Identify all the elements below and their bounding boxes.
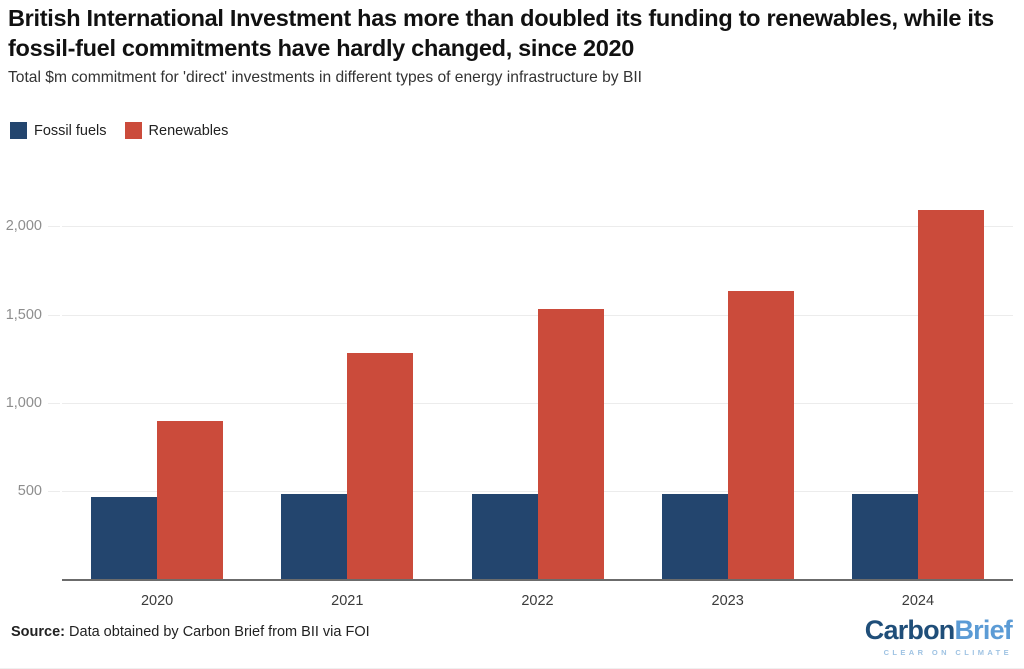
source-label: Source:	[11, 624, 65, 640]
bar-fossil-fuels-2023[interactable]	[661, 493, 728, 579]
y-axis-tick	[48, 490, 60, 492]
bar-renewables-2020[interactable]	[157, 420, 224, 579]
bar-renewables-2023[interactable]	[727, 290, 794, 579]
logo-brief-text: Brief	[954, 615, 1012, 645]
page-title: British International Investment has mor…	[8, 5, 994, 61]
chart-header: British International Investment has mor…	[8, 4, 1018, 87]
y-axis-tick	[48, 402, 60, 404]
bar-renewables-2024[interactable]	[917, 210, 984, 579]
x-axis-line	[62, 579, 1013, 581]
bar-fossil-fuels-2022[interactable]	[471, 493, 538, 579]
source-note: Source: Data obtained by Carbon Brief fr…	[11, 624, 370, 640]
chart-subtitle: Total $m commitment for 'direct' investm…	[8, 68, 643, 86]
legend-swatch-icon	[124, 122, 142, 139]
x-axis-label: 2024	[901, 593, 935, 609]
bar-fossil-fuels-2021[interactable]	[281, 493, 348, 579]
gridline	[62, 226, 1013, 228]
x-axis-label: 2023	[711, 593, 744, 609]
chart-footer: Source: Data obtained by Carbon Brief fr…	[0, 612, 1024, 669]
y-axis-label: 500	[17, 482, 42, 499]
bar-renewables-2021[interactable]	[347, 352, 414, 579]
y-axis-tick	[48, 314, 60, 316]
logo-tagline: CLEAR ON CLIMATE	[883, 648, 1012, 657]
chart-legend: Fossil fuels Renewables	[10, 122, 228, 139]
chart-area: 500 1,000 1,500 2,000 2020 2021 2022 2023 2024	[0, 160, 1024, 610]
carbonbrief-logo: CarbonBrief CLEAR ON CLIMATE	[864, 615, 1013, 658]
bar-fossil-fuels-2024[interactable]	[851, 493, 918, 579]
y-axis-tick	[48, 226, 60, 228]
bar-fossil-fuels-2020[interactable]	[91, 496, 158, 579]
legend-swatch-icon	[10, 122, 27, 139]
y-axis-label: 1,000	[5, 394, 42, 411]
x-axis-label: 2021	[331, 593, 364, 609]
y-axis-label: 2,000	[5, 218, 42, 235]
y-axis-label: 1,500	[5, 306, 42, 323]
x-axis-label: 2022	[521, 593, 554, 609]
legend-item[interactable]: Renewables	[124, 122, 229, 139]
legend-item[interactable]: Fossil fuels	[10, 122, 107, 139]
bar-renewables-2022[interactable]	[537, 308, 604, 579]
plot-area: 500 1,000 1,500 2,000 2020 2021 2022 2023 2024	[6, 200, 1013, 609]
logo-carbon-text: Carbon	[864, 615, 956, 645]
source-text: Data obtained by Carbon Brief from BII v…	[65, 624, 370, 640]
legend-label: Fossil fuels	[34, 122, 107, 139]
logo-wordmark: CarbonBrief	[864, 615, 1013, 645]
legend-label: Renewables	[148, 122, 229, 139]
x-axis-label: 2020	[140, 593, 174, 609]
